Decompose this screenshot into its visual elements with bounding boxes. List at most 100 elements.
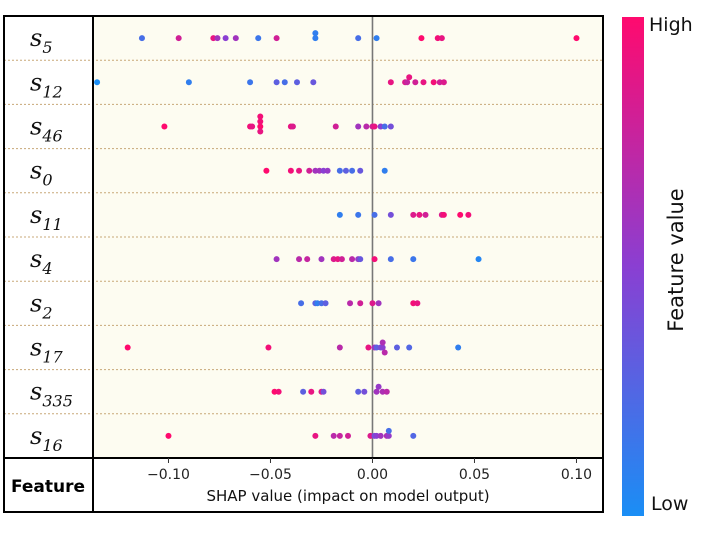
shap-point [345, 432, 351, 439]
feature-label-subscript: 0 [42, 171, 52, 190]
feature-label-base: s [30, 24, 42, 52]
shap-point [342, 167, 349, 174]
shap-point [347, 300, 354, 307]
feature-label-base: s [30, 157, 42, 185]
shap-point [336, 344, 343, 351]
feature-label-subscript: 16 [42, 436, 62, 455]
colorbar-high-label: High [649, 14, 693, 36]
shap-point [455, 344, 462, 351]
feature-label-subscript: 335 [42, 392, 73, 411]
feature-label: s335 [30, 378, 73, 411]
shap-point [336, 167, 343, 174]
shap-point [475, 256, 482, 263]
shap-point [306, 167, 313, 174]
feature-label-base: s [30, 422, 42, 450]
x-tick-label: 0.05 [459, 467, 490, 483]
shap-point [287, 167, 294, 174]
feature-label: s46 [30, 113, 63, 146]
shap-point [273, 256, 280, 263]
colorbar [622, 17, 644, 516]
shap-point [357, 167, 364, 174]
shap-point [387, 256, 394, 263]
shap-point [312, 35, 319, 42]
shap-point [138, 35, 145, 42]
shap-point [387, 79, 394, 86]
shap-point [247, 79, 254, 86]
shap-point [387, 211, 394, 218]
shap-point [296, 167, 303, 174]
shap-point [375, 300, 382, 307]
shap-point [357, 256, 364, 263]
shap-point [185, 79, 192, 86]
feature-label-base: s [30, 334, 42, 362]
shap-point [381, 123, 388, 130]
shap-point [273, 79, 280, 86]
shap-point [257, 113, 264, 120]
shap-point [365, 344, 372, 351]
feature-label-base: s [30, 289, 42, 317]
shap-point [410, 211, 417, 218]
shap-point [304, 256, 311, 263]
shap-point [165, 432, 172, 439]
shap-point [385, 427, 392, 434]
shap-point [387, 123, 394, 130]
shap-point [361, 388, 368, 395]
shap-point [263, 167, 270, 174]
shap-point [322, 300, 329, 307]
shap-point [465, 211, 472, 218]
x-axis-title: SHAP value (impact on model output) [206, 487, 489, 505]
colorbar-title: Feature value [664, 188, 688, 331]
shap-point [320, 388, 327, 395]
shap-point [289, 123, 296, 130]
shap-point [336, 432, 343, 439]
shap-point [161, 123, 168, 130]
shap-point [330, 432, 337, 439]
shap-point [124, 344, 131, 351]
shap-point [336, 211, 343, 218]
shap-point [249, 123, 256, 130]
shap-point [410, 432, 417, 439]
shap-point [300, 388, 307, 395]
shap-point [338, 256, 345, 263]
shap-point [373, 388, 380, 395]
shap-point [375, 383, 382, 390]
shap-point [255, 35, 262, 42]
shap-point [438, 35, 445, 42]
shap-point [357, 300, 364, 307]
feature-label-subscript: 4 [41, 259, 52, 278]
shap-point [355, 35, 362, 42]
feature-label: s12 [30, 68, 63, 101]
shap-point [410, 256, 417, 263]
feature-label-subscript: 5 [42, 38, 52, 57]
shap-point [222, 35, 229, 42]
shap-point [324, 167, 331, 174]
x-tick-label: −0.05 [249, 467, 292, 483]
feature-label: s16 [30, 422, 63, 455]
shap-point [308, 388, 315, 395]
feature-header: Feature [11, 477, 85, 497]
shap-point [281, 79, 288, 86]
shap-point [457, 211, 464, 218]
shap-point [440, 79, 447, 86]
feature-label: s4 [30, 245, 53, 278]
feature-label-base: s [30, 378, 42, 406]
shap-point [371, 211, 378, 218]
feature-label-base: s [30, 113, 42, 141]
shap-point [265, 344, 272, 351]
feature-label-subscript: 2 [41, 303, 52, 322]
shap-point [296, 256, 303, 263]
shap-point [232, 35, 239, 42]
feature-label: s5 [30, 24, 53, 57]
shap-point [371, 256, 378, 263]
shap-point [422, 211, 429, 218]
colorbar-low-label: Low [651, 493, 688, 515]
shap-point [257, 118, 264, 125]
shap-point [310, 79, 317, 86]
feature-label: s0 [30, 157, 53, 190]
shap-point [412, 79, 419, 86]
feature-label: s2 [30, 289, 53, 322]
shap-point [275, 388, 282, 395]
shap-point [440, 211, 447, 218]
